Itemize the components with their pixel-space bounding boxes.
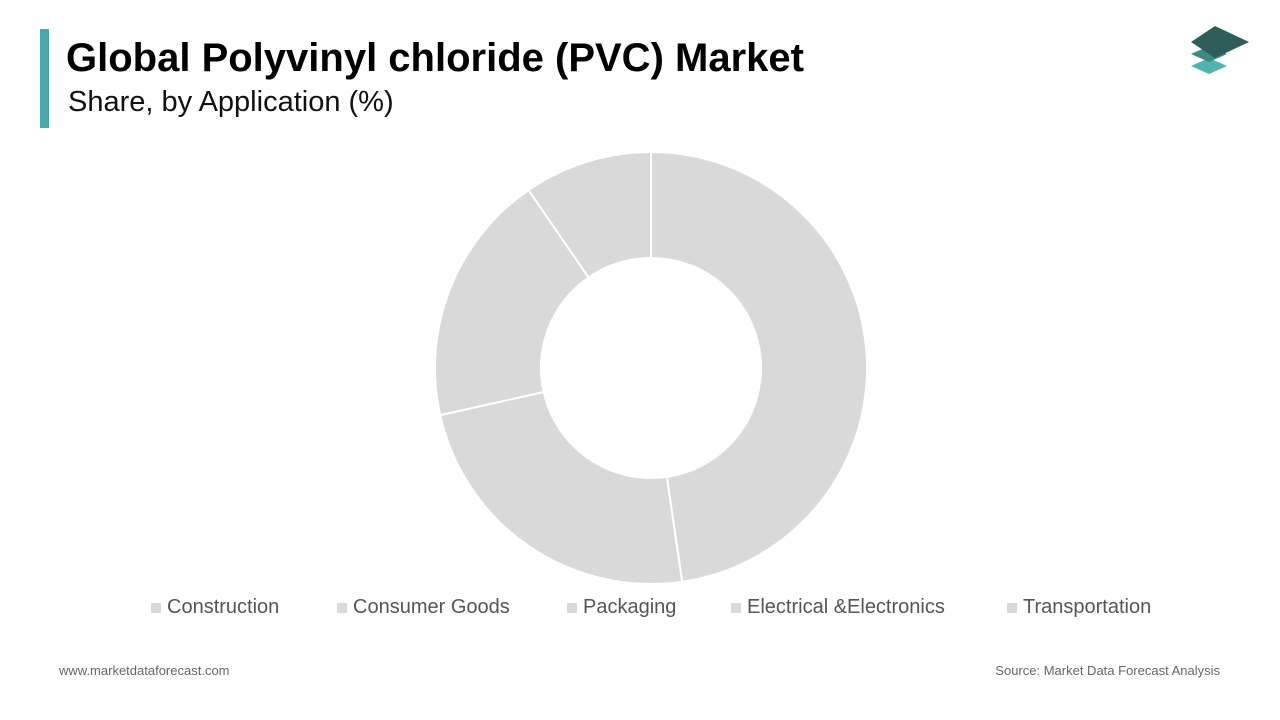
legend-label: Transportation (1023, 596, 1152, 618)
chart-subtitle: Share, by Application (%) (68, 86, 394, 118)
donut-slice (434, 188, 590, 417)
chart-title: Global Polyvinyl chloride (PVC) Market (66, 36, 804, 80)
donut-slice (439, 390, 684, 585)
website: www.marketdataforecast.com (59, 663, 230, 678)
accent-bar (40, 29, 49, 128)
legend-swatch (1007, 602, 1017, 613)
legend-label: Packaging (583, 596, 677, 618)
legend-swatch (731, 602, 741, 613)
source: Source: Market Data Forecast Analysis (995, 663, 1220, 678)
legend-item: Construction (151, 596, 279, 619)
legend: Construction Consumer Goods Packaging Elect… (0, 596, 1280, 620)
legend-swatch (337, 602, 347, 613)
legend-label: Electrical &Electronics (747, 596, 945, 618)
legend-swatch (151, 602, 161, 613)
legend-item: Transportation (1007, 596, 1151, 619)
chart (434, 150, 868, 585)
donut-slice (650, 150, 868, 583)
legend-swatch (567, 602, 577, 613)
legend-item: Packaging (567, 596, 676, 619)
legend-label: Consumer Goods (353, 596, 510, 618)
legend-item: Consumer Goods (337, 596, 510, 619)
logo (1191, 26, 1249, 74)
legend-label: Construction (167, 596, 280, 618)
legend-item: Electrical &Electronics (731, 596, 945, 619)
